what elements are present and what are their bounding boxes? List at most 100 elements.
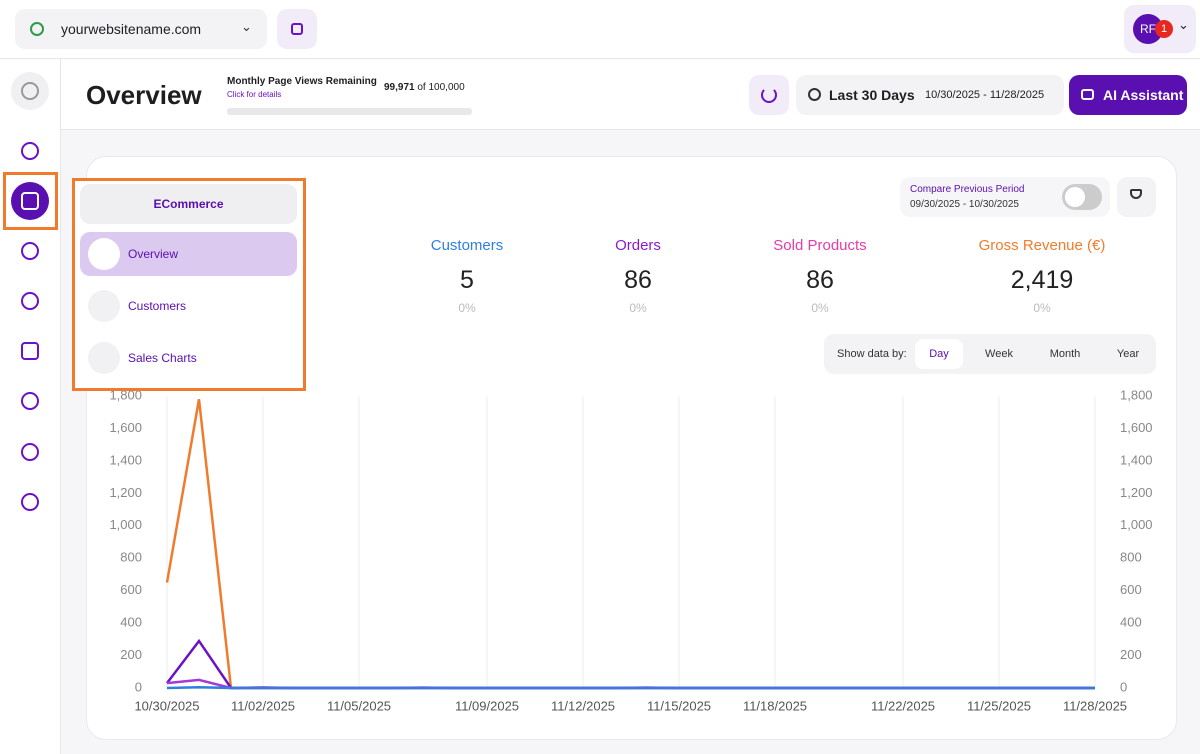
chevron: ⌄ bbox=[1178, 17, 1189, 32]
metric-label: Orders bbox=[615, 237, 661, 254]
icon bbox=[88, 290, 120, 322]
compare-toggle[interactable]: Compare Previous Period 09/30/2025 - 10/… bbox=[900, 177, 1110, 217]
filter-button[interactable] bbox=[1117, 177, 1156, 217]
nav-visitors[interactable] bbox=[11, 282, 49, 320]
page-title: Overview bbox=[86, 80, 202, 110]
pageviews-label: Monthly Page Views Remaining bbox=[227, 76, 377, 87]
site-icon bbox=[30, 22, 44, 36]
y-tick-label: 1,400 bbox=[1120, 452, 1153, 467]
site-selector[interactable]: yourwebsitename.com ⌄ bbox=[15, 9, 267, 49]
x-tick-label: 10/30/2025 bbox=[134, 698, 199, 713]
icon bbox=[291, 23, 303, 35]
show-data-by: Show data by: bbox=[824, 334, 1156, 374]
show-by-label: Show data by: bbox=[837, 348, 907, 360]
menu-item[interactable]: Overview bbox=[80, 232, 297, 276]
option-week[interactable]: Week bbox=[985, 348, 1013, 360]
y-tick-label: 400 bbox=[1120, 615, 1142, 630]
nav-dashboard[interactable] bbox=[11, 132, 49, 170]
option-year[interactable]: Year bbox=[1116, 348, 1140, 360]
metric-value: 86 bbox=[806, 266, 834, 294]
y-tick-label: 0 bbox=[1120, 679, 1127, 694]
y-tick-label: 800 bbox=[120, 550, 142, 565]
nav-behaviour[interactable] bbox=[11, 232, 49, 270]
icon bbox=[88, 238, 120, 270]
x-tick-label: 11/18/2025 bbox=[743, 698, 807, 713]
icon bbox=[1081, 89, 1094, 100]
y-tick-label: 200 bbox=[1120, 647, 1142, 662]
x-tick-label: 11/09/2025 bbox=[455, 698, 519, 713]
icon bbox=[1130, 189, 1142, 199]
menu-item[interactable]: Sales Charts bbox=[80, 336, 297, 380]
menu-label: Sales Charts bbox=[128, 351, 197, 365]
pageviews-bar bbox=[227, 108, 472, 115]
metric: Customers 5 0% bbox=[377, 237, 557, 315]
y-tick-label: 1,200 bbox=[1120, 485, 1153, 500]
series-line bbox=[165, 399, 1095, 690]
menu-title: ECommerce bbox=[80, 184, 297, 224]
date-range-picker[interactable]: Last 30 Days 10/30/2025 - 11/28/2025 bbox=[796, 75, 1064, 115]
refresh-button[interactable] bbox=[749, 75, 789, 115]
y-tick-label: 200 bbox=[120, 647, 142, 662]
nav-consent[interactable] bbox=[11, 382, 49, 420]
x-tick-label: 11/02/2025 bbox=[231, 698, 295, 713]
open-site-button[interactable] bbox=[277, 9, 317, 49]
collapse-button[interactable] bbox=[11, 72, 49, 110]
metric-change: 0% bbox=[1033, 301, 1051, 315]
details-link[interactable]: Click for details bbox=[227, 90, 282, 99]
nav-settings[interactable] bbox=[11, 433, 49, 471]
menu-label: Overview bbox=[128, 247, 179, 261]
y-tick-label: 400 bbox=[120, 615, 142, 630]
metric-value: 5 bbox=[460, 266, 474, 294]
y-tick-label: 1,600 bbox=[109, 420, 142, 435]
icon bbox=[761, 87, 777, 103]
y-tick-label: 600 bbox=[120, 582, 142, 597]
series-line bbox=[166, 638, 1095, 690]
nav-locations[interactable] bbox=[11, 483, 49, 521]
metric-label: Customers bbox=[430, 237, 504, 254]
y-tick-label: 1,800 bbox=[109, 387, 142, 402]
y-tick-label: 1,400 bbox=[109, 452, 142, 467]
chevron: ⌄ bbox=[241, 19, 252, 34]
y-tick-label: 1,200 bbox=[109, 485, 142, 500]
x-tick-label: 11/28/2025 bbox=[1063, 698, 1127, 713]
metric-change: 0% bbox=[811, 301, 829, 315]
metric-label: Gross Revenue (€) bbox=[978, 237, 1106, 254]
option-month[interactable]: Month bbox=[1049, 348, 1081, 360]
menu-item[interactable]: Customers bbox=[80, 284, 297, 328]
compare-range: 09/30/2025 - 10/30/2025 bbox=[910, 199, 1019, 210]
ai-assistant-button[interactable]: AI Assistant bbox=[1069, 75, 1187, 115]
x-tick-label: 11/22/2025 bbox=[871, 698, 935, 713]
metric-label: Sold Products bbox=[773, 237, 867, 254]
clock-icon bbox=[808, 88, 821, 101]
nav-feedback[interactable] bbox=[11, 332, 49, 370]
y-tick-label: 1,000 bbox=[1120, 517, 1153, 532]
pageviews-count: 99,971 of 100,000 bbox=[384, 82, 465, 93]
range-label: Last 30 Days bbox=[829, 87, 915, 103]
y-tick-label: 1,600 bbox=[1120, 420, 1153, 435]
x-tick-label: 11/05/2025 bbox=[327, 698, 391, 713]
x-tick-label: 11/25/2025 bbox=[967, 698, 1031, 713]
x-tick-label: 11/12/2025 bbox=[551, 698, 615, 713]
metric: Gross Revenue (€) 2,419 0% bbox=[952, 237, 1132, 315]
ai-label: AI Assistant bbox=[1103, 87, 1184, 103]
pageviews-total: of 100,000 bbox=[417, 82, 465, 93]
option-day[interactable]: Day bbox=[915, 339, 963, 369]
icon bbox=[88, 342, 120, 374]
y-tick-label: 1,800 bbox=[1120, 387, 1153, 402]
account-menu[interactable]: RF 1 ⌄ bbox=[1124, 5, 1196, 53]
metric: Sold Products 86 0% bbox=[730, 237, 910, 315]
toggle bbox=[1062, 184, 1102, 210]
menu-label: Customers bbox=[128, 299, 187, 313]
metric-change: 0% bbox=[458, 301, 476, 315]
x-tick-label: 11/15/2025 bbox=[647, 698, 711, 713]
y-tick-label: 0 bbox=[135, 679, 142, 694]
nav-ecommerce[interactable] bbox=[11, 182, 49, 220]
y-tick-label: 800 bbox=[1120, 550, 1142, 565]
toggle-knob bbox=[1065, 187, 1085, 207]
date-range: 10/30/2025 - 11/28/2025 bbox=[925, 89, 1045, 101]
metric-change: 0% bbox=[629, 301, 647, 315]
pageviews-used: 99,971 bbox=[384, 82, 415, 93]
compare-label: Compare Previous Period bbox=[910, 184, 1025, 195]
